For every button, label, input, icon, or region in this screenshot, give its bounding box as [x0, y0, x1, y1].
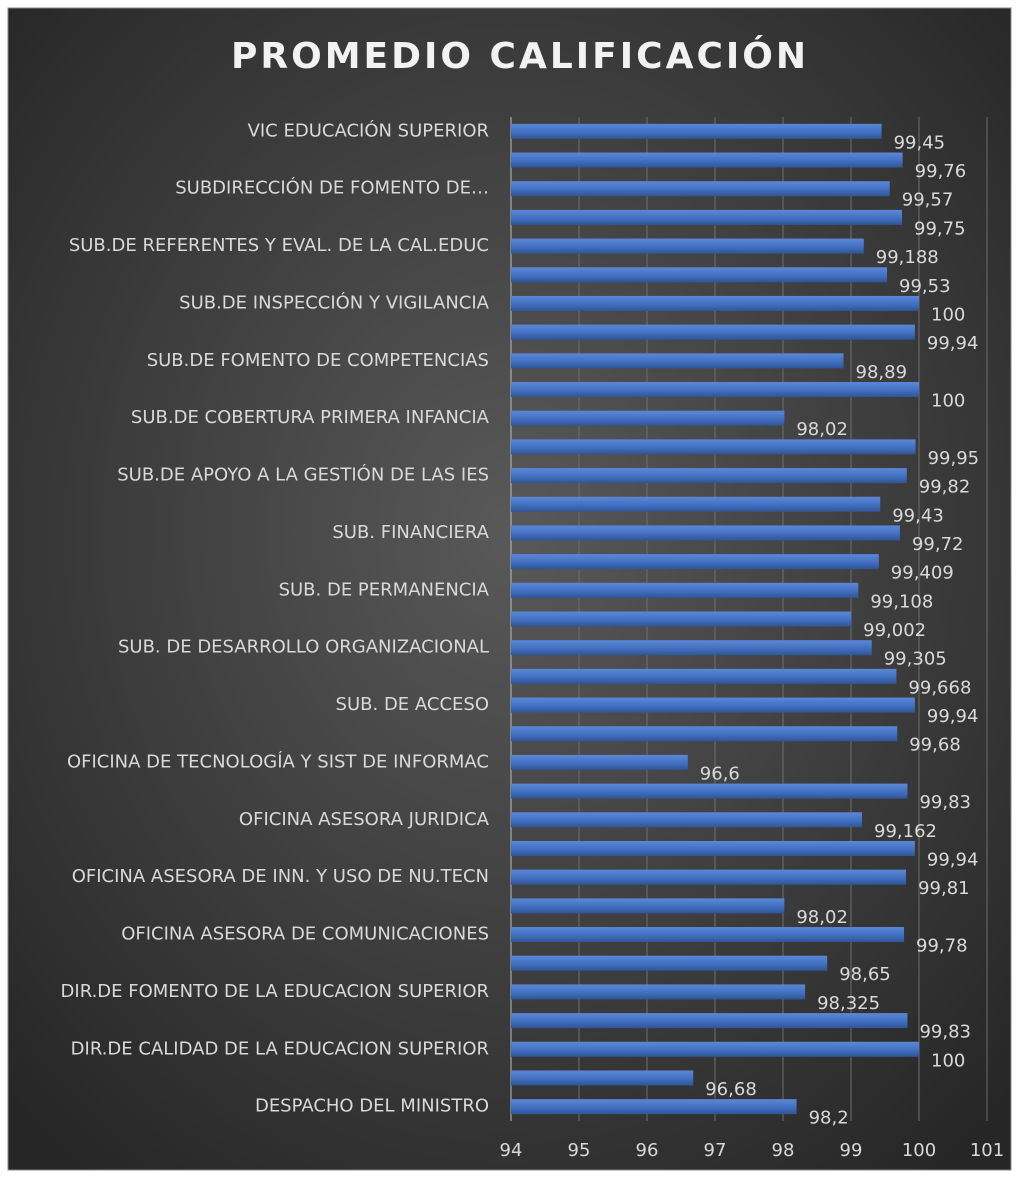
value-label: 98,02 — [796, 907, 848, 928]
y-tick-label: OFICINA ASESORA JURIDICA — [239, 809, 490, 830]
value-label: 99,94 — [927, 849, 979, 870]
bar — [511, 1099, 797, 1115]
x-tick-label: 100 — [902, 1140, 936, 1161]
value-label: 99,81 — [918, 878, 970, 899]
chart-title: PROMEDIO CALIFICACIÓN — [231, 35, 809, 77]
value-label: 98,325 — [817, 993, 880, 1014]
value-label: 96,6 — [700, 763, 740, 784]
bar — [511, 668, 897, 684]
x-tick-label: 94 — [500, 1140, 523, 1161]
bar — [511, 582, 859, 598]
value-label: 99,76 — [915, 161, 967, 182]
value-label: 99,53 — [899, 276, 951, 297]
y-tick-label: DESPACHO DEL MINISTRO — [255, 1096, 489, 1117]
value-label: 99,57 — [902, 190, 954, 211]
bar — [511, 410, 785, 426]
bar — [511, 554, 879, 570]
y-tick-label: OFICINA ASESORA DE INN. Y USO DE NU.TECN — [72, 866, 489, 887]
y-tick-label: SUB.DE FOMENTO DE COMPETENCIAS — [147, 350, 489, 371]
value-label: 99,188 — [876, 247, 939, 268]
bar — [511, 1013, 908, 1029]
y-tick-label: SUB.DE INSPECCIÓN Y VIGILANCIA — [179, 291, 490, 313]
bar — [511, 783, 908, 799]
value-label: 98,65 — [839, 964, 891, 985]
x-tick-label: 97 — [704, 1140, 727, 1161]
bar — [511, 697, 915, 713]
value-label: 99,83 — [919, 792, 971, 813]
bar — [511, 353, 844, 369]
bar — [511, 324, 915, 340]
bar — [511, 123, 882, 139]
bar — [511, 152, 903, 168]
bar — [511, 267, 888, 283]
value-label: 99,668 — [908, 677, 971, 698]
value-label: 99,72 — [912, 534, 964, 555]
x-tick-label: 99 — [840, 1140, 863, 1161]
bar — [511, 496, 881, 512]
y-tick-label: SUB.DE REFERENTES Y EVAL. DE LA CAL.EDUC — [69, 235, 489, 256]
value-label: 99,78 — [916, 936, 968, 957]
bar — [511, 1070, 694, 1086]
y-tick-label: VIC EDUCACIÓN SUPERIOR — [248, 119, 489, 141]
value-label: 99,43 — [892, 505, 944, 526]
bar — [511, 812, 863, 828]
value-label: 99,409 — [891, 563, 954, 584]
value-label: 99,95 — [928, 448, 980, 469]
bar — [511, 754, 688, 770]
y-tick-label: SUBDIRECCIÓN DE FOMENTO DE… — [175, 177, 489, 199]
bar — [511, 640, 872, 656]
y-tick-label: SUB. DE DESARROLLO ORGANIZACIONAL — [118, 637, 489, 658]
bar — [511, 181, 890, 197]
value-label: 99,108 — [870, 591, 933, 612]
value-label: 98,02 — [796, 419, 848, 440]
y-tick-label: SUB.DE APOYO A LA GESTIÓN DE LAS IES — [117, 464, 489, 486]
bar — [511, 1041, 919, 1057]
y-tick-label: SUB. DE ACCESO — [336, 694, 489, 715]
value-label: 100 — [931, 304, 965, 325]
bar — [511, 439, 916, 455]
x-tick-label: 98 — [772, 1140, 795, 1161]
bar — [511, 955, 828, 971]
x-tick-label: 95 — [568, 1140, 591, 1161]
y-tick-label: DIR.DE CALIDAD DE LA EDUCACION SUPERIOR — [71, 1038, 489, 1059]
bar — [511, 525, 900, 541]
value-label: 99,94 — [927, 706, 979, 727]
y-tick-label: DIR.DE FOMENTO DE LA EDUCACION SUPERIOR — [61, 981, 489, 1002]
bar — [511, 840, 915, 856]
bar — [511, 382, 919, 398]
value-label: 99,83 — [919, 1022, 971, 1043]
value-label: 99,45 — [894, 132, 946, 153]
bar — [511, 869, 907, 885]
value-label: 99,002 — [863, 620, 926, 641]
bar — [511, 468, 907, 484]
value-label: 99,162 — [874, 821, 937, 842]
value-label: 99,305 — [884, 649, 947, 670]
value-label: 99,68 — [909, 735, 961, 756]
bar — [511, 238, 864, 254]
bar — [511, 611, 852, 627]
y-tick-label: SUB. FINANCIERA — [332, 522, 489, 543]
bar — [511, 209, 902, 225]
value-label: 96,68 — [705, 1079, 757, 1100]
value-label: 100 — [931, 391, 965, 412]
bar — [511, 984, 806, 1000]
bar — [511, 295, 919, 311]
x-tick-label: 96 — [636, 1140, 659, 1161]
y-tick-label: SUB.DE COBERTURA PRIMERA INFANCIA — [131, 407, 490, 428]
bar — [511, 898, 785, 914]
y-tick-label: SUB. DE PERMANENCIA — [279, 579, 490, 600]
value-label: 99,75 — [914, 218, 966, 239]
value-label: 99,94 — [927, 333, 979, 354]
bar — [511, 726, 898, 742]
x-tick-label: 101 — [970, 1140, 1004, 1161]
value-label: 99,82 — [919, 477, 971, 498]
value-label: 98,2 — [809, 1108, 849, 1129]
value-label: 100 — [931, 1050, 965, 1071]
y-tick-label: OFICINA ASESORA DE COMUNICACIONES — [121, 924, 489, 945]
value-label: 98,89 — [856, 362, 908, 383]
y-tick-label: OFICINA DE TECNOLOGÍA Y SIST DE INFORMAC — [67, 750, 489, 772]
bar — [511, 927, 905, 943]
